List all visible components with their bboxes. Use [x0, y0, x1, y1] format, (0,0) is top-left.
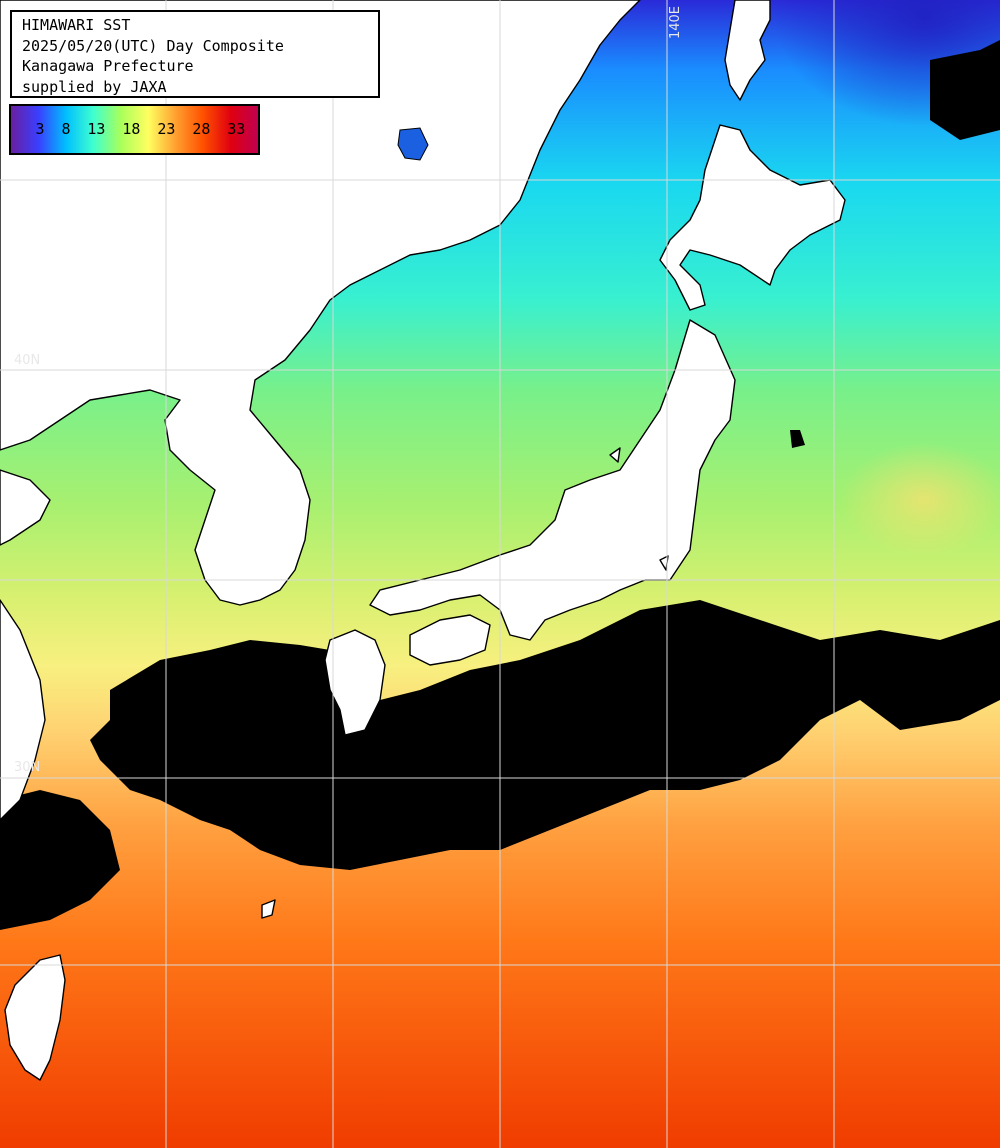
colorbar-tick: 28: [192, 120, 211, 138]
land-honshu: [369, 319, 736, 641]
title-line-3: Kanagawa Prefecture: [22, 57, 194, 75]
land-sado: [609, 447, 621, 463]
temperature-colorbar: 3 8 13 18 23 28 33: [9, 104, 260, 155]
lat-label-30n: 30N: [14, 760, 41, 775]
colorbar-tick: 18: [122, 120, 141, 138]
title-line-4: supplied by JAXA: [22, 77, 167, 96]
land-kyushu: [324, 629, 386, 736]
lon-label-140e: 140E: [668, 6, 683, 40]
title-box: HIMAWARI SST 2025/05/20(UTC) Day Composi…: [10, 10, 380, 98]
colorbar-ticks: 3 8 13 18 23 28 33: [11, 120, 258, 138]
colorbar-tick: 33: [227, 120, 246, 138]
colorbar-tick: 3: [35, 120, 45, 138]
colorbar-tick: 13: [87, 120, 106, 138]
land-ryukyu: [261, 899, 276, 919]
land-shikoku: [409, 614, 491, 666]
land-china-coast: [0, 469, 51, 546]
cloud-cover: [0, 40, 1000, 930]
title-line-2: 2025/05/20(UTC) Day Composite: [22, 36, 284, 55]
land-sakhalin: [724, 0, 771, 101]
lake: [397, 127, 429, 161]
lat-label-40n: 40N: [14, 353, 41, 368]
title-line-1: HIMAWARI SST: [22, 16, 131, 34]
colorbar-tick: 8: [61, 120, 71, 138]
land-taiwan: [4, 954, 66, 1081]
land-china-south: [0, 599, 46, 821]
land-hokkaido: [659, 124, 846, 311]
colorbar-tick: 23: [157, 120, 176, 138]
